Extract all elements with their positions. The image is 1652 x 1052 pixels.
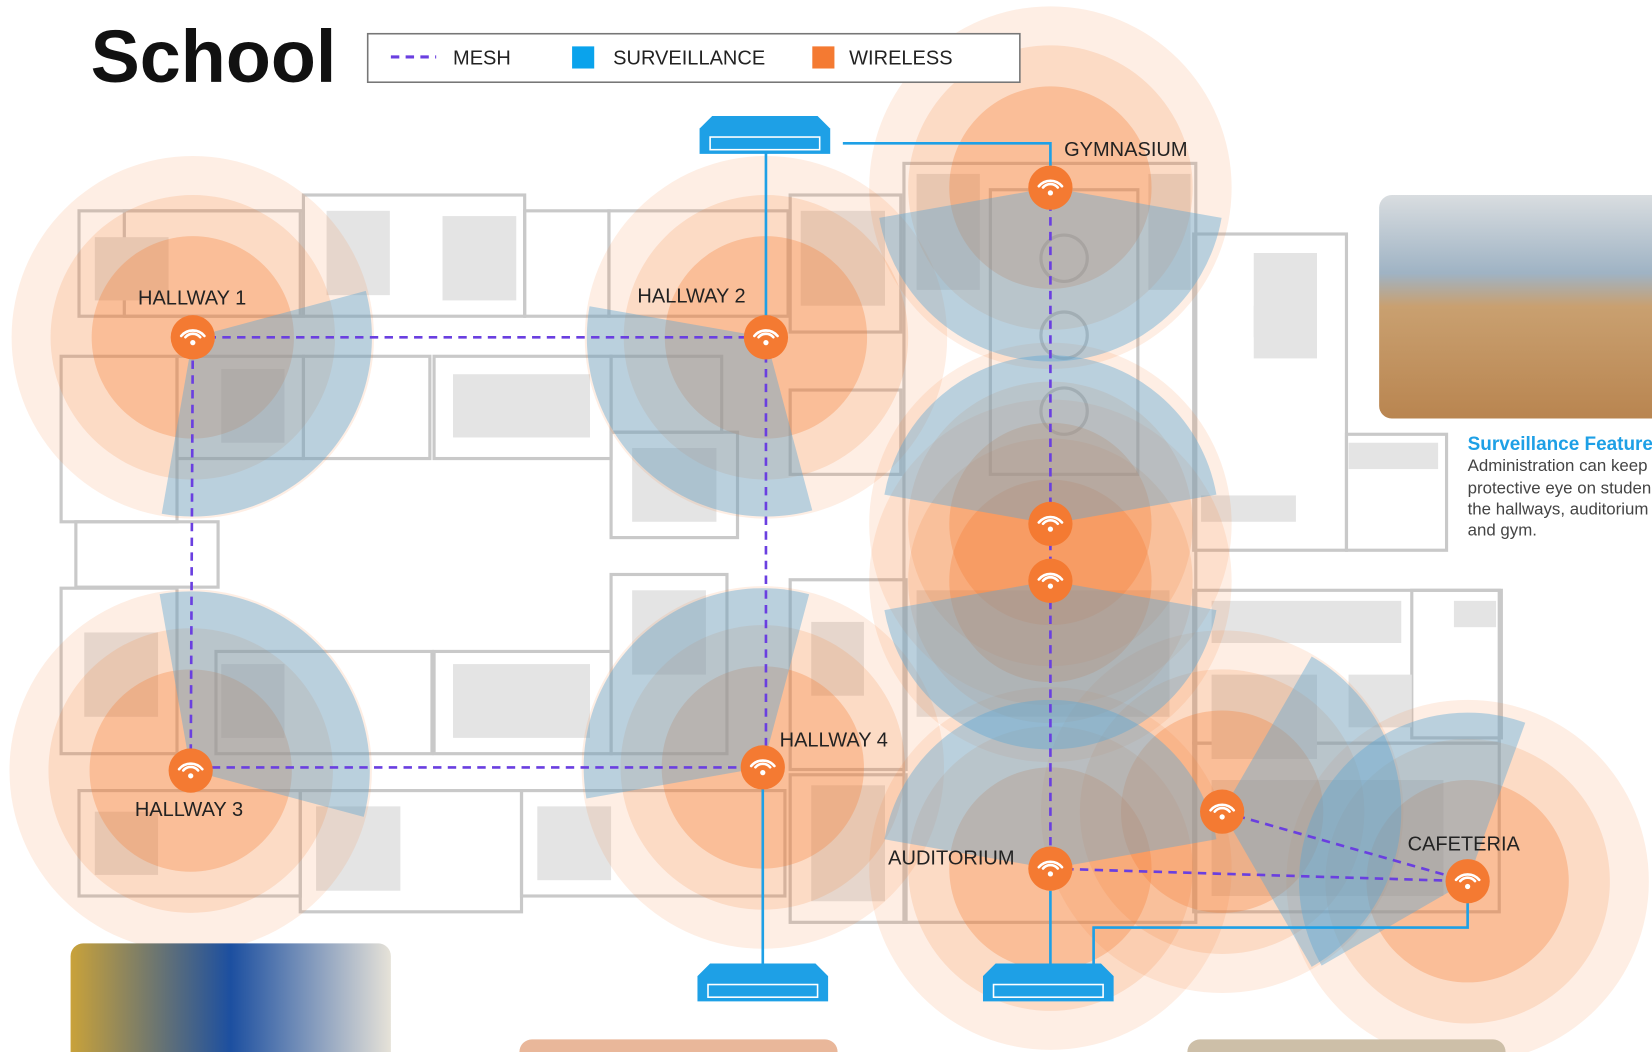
wifi-dot [1048, 527, 1053, 532]
access-point [1028, 846, 1072, 890]
room-furniture [443, 216, 517, 300]
room-furniture [453, 374, 590, 437]
access-point [1028, 559, 1072, 603]
photo [519, 1039, 837, 1052]
room-furniture [1349, 443, 1439, 469]
switch [700, 116, 831, 154]
access-point [169, 748, 213, 792]
location-label: HALLWAY 2 [637, 286, 745, 308]
wifi-dot [1048, 583, 1053, 588]
legend-label: WIRELESS [849, 47, 952, 69]
access-point [171, 315, 215, 359]
legend: MESH SURVEILLANCE WIRELESS [368, 34, 1020, 82]
wifi-dot [188, 773, 193, 778]
sidebar-text: protective eye on studen [1468, 478, 1652, 497]
access-point [1028, 165, 1072, 209]
wifi-dot [1220, 814, 1225, 819]
page: School MESH SURVEILLANCE WIRELESS GYMNAS… [0, 0, 1652, 1052]
switch [697, 963, 828, 1001]
access-point [1028, 502, 1072, 546]
sidebar-text: the hallways, auditorium [1468, 499, 1649, 518]
location-label: AUDITORIUM [888, 847, 1014, 869]
legend-wireless-symbol [812, 46, 834, 68]
access-point [1200, 790, 1244, 834]
access-point [741, 745, 785, 789]
room [76, 522, 218, 587]
legend-label: MESH [453, 47, 511, 69]
sidebar-text: and gym. [1468, 520, 1537, 539]
legend-label: SURVEILLANCE [613, 47, 765, 69]
room-furniture [453, 664, 590, 738]
gym-photo [1379, 195, 1652, 418]
sidebar-heading: Surveillance Feature [1468, 434, 1652, 455]
wifi-dot [1048, 871, 1053, 876]
wifi-dot [1465, 884, 1470, 889]
access-point [1446, 859, 1490, 903]
switch [983, 963, 1114, 1001]
access-point [744, 315, 788, 359]
room-furniture [1454, 601, 1496, 627]
sidebar-text: Administration can keep [1468, 456, 1648, 475]
school-diagram: School MESH SURVEILLANCE WIRELESS GYMNAS… [0, 0, 1652, 1052]
location-label: HALLWAY 1 [138, 288, 246, 310]
wifi-dot [760, 770, 765, 775]
wifi-dot [763, 340, 768, 345]
location-label: GYMNASIUM [1064, 139, 1187, 161]
room-furniture [1254, 306, 1317, 359]
location-label: CAFETERIA [1408, 834, 1521, 856]
wifi-dot [1048, 190, 1053, 195]
location-label: HALLWAY 4 [780, 729, 888, 751]
location-label: HALLWAY 3 [135, 799, 243, 821]
wifi-dot [190, 340, 195, 345]
hallway-photo [71, 943, 391, 1052]
title: School [91, 15, 337, 98]
legend-surveillance-symbol [572, 46, 594, 68]
photo [1187, 1039, 1505, 1052]
